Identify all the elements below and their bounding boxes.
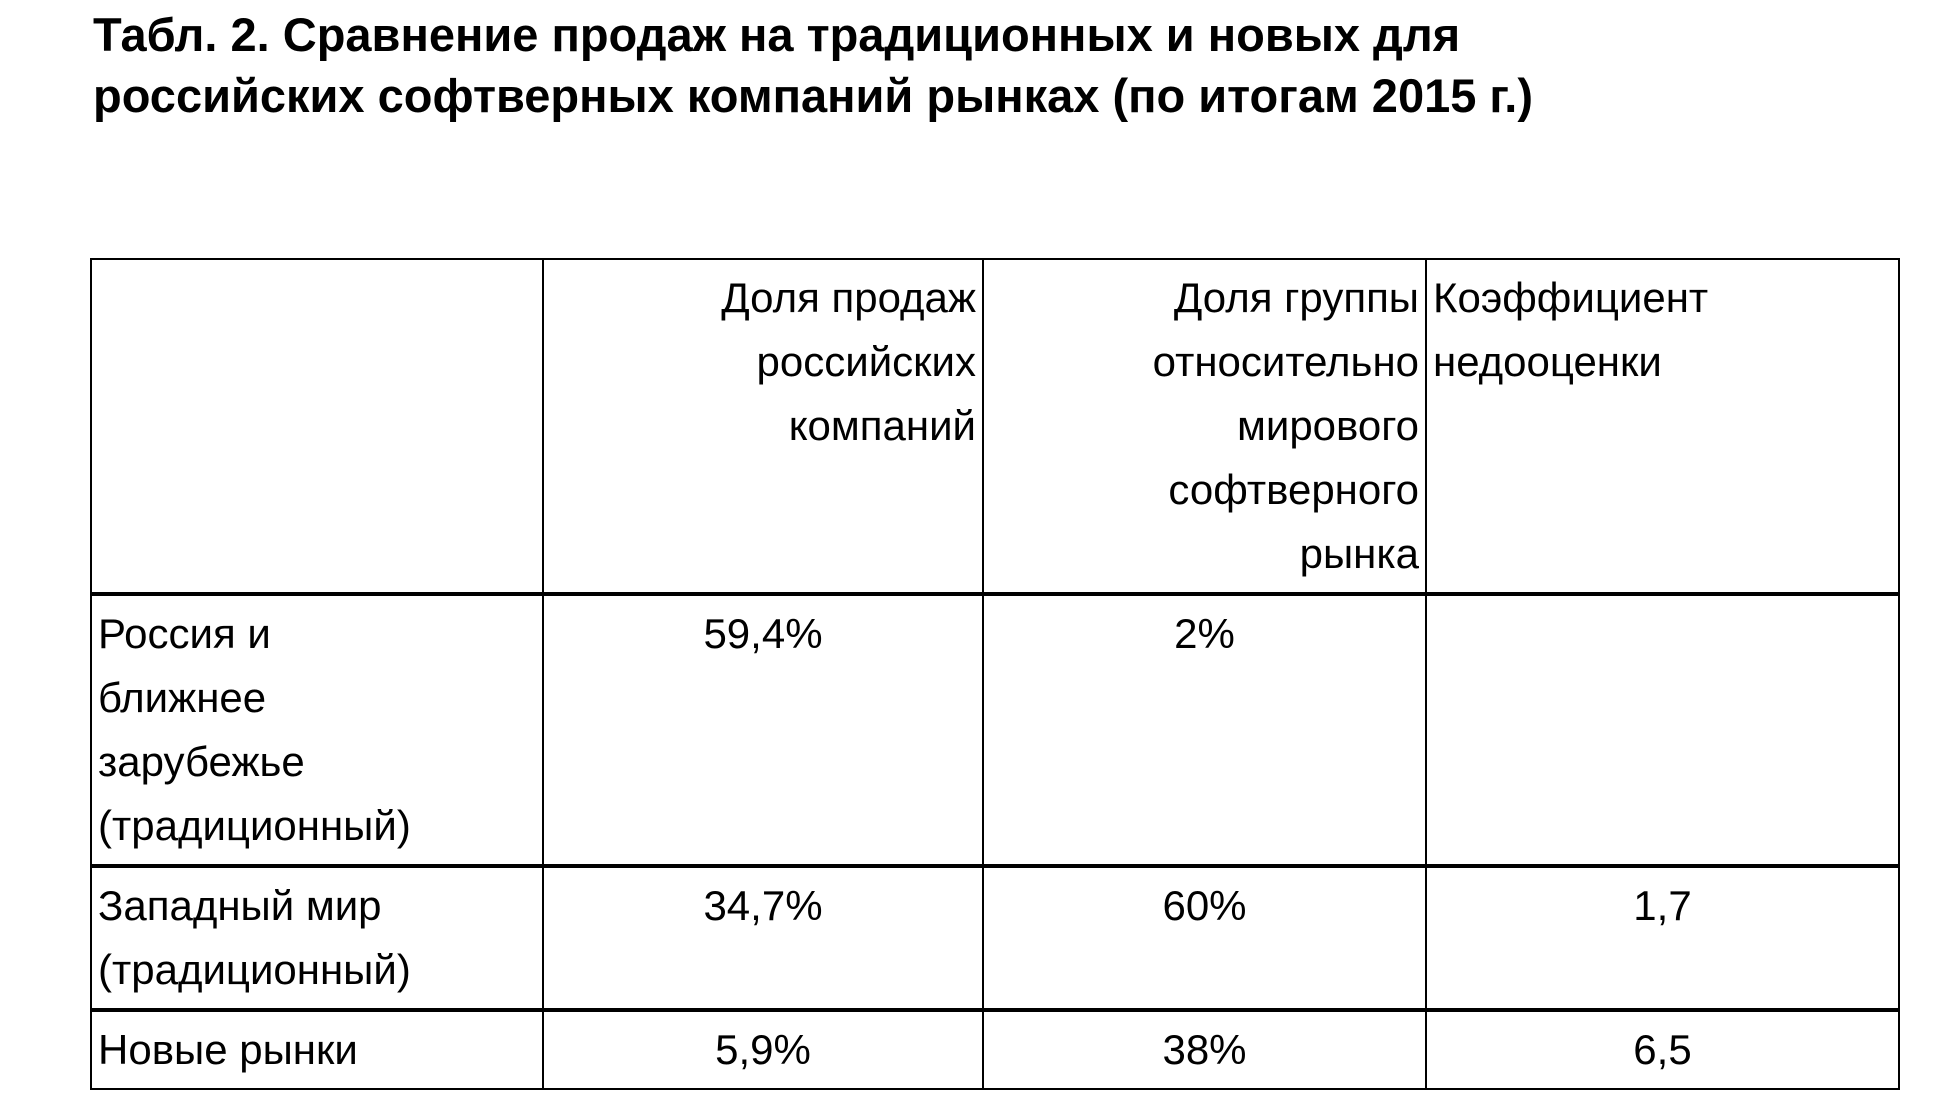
group-share-cell: 2% bbox=[982, 592, 1427, 867]
table-row-new-markets: Новые рынки 5,9% 38% 6,5 bbox=[90, 1008, 1900, 1090]
underestimation-cell: 6,5 bbox=[1425, 1008, 1900, 1090]
comparison-table: Доля продаж российских компаний Доля гру… bbox=[90, 258, 1900, 1090]
header-market-blank bbox=[90, 258, 544, 595]
header-group-share: Доля группы относительно мирового софтве… bbox=[982, 258, 1427, 595]
table-row-western-world: Западный мир (традиционный) 34,7% 60% 1,… bbox=[90, 864, 1900, 1011]
market-cell: Россия и ближнее зарубежье (традиционный… bbox=[90, 592, 544, 867]
table-row-russia-cis: Россия и ближнее зарубежье (традиционный… bbox=[90, 592, 1900, 867]
header-row: Доля продаж российских компаний Доля гру… bbox=[90, 258, 1900, 595]
table-caption: Табл. 2. Сравнение продаж на традиционны… bbox=[93, 8, 1533, 122]
sales-share-cell: 5,9% bbox=[542, 1008, 984, 1090]
header-underestimation-coefficient: Коэффициент недооценки bbox=[1425, 258, 1900, 595]
market-cell: Западный мир (традиционный) bbox=[90, 864, 544, 1011]
group-share-cell: 60% bbox=[982, 864, 1427, 1011]
underestimation-cell bbox=[1425, 592, 1900, 867]
header-sales-share: Доля продаж российских компаний bbox=[542, 258, 984, 595]
market-cell: Новые рынки bbox=[90, 1008, 544, 1090]
group-share-cell: 38% bbox=[982, 1008, 1427, 1090]
sales-share-cell: 34,7% bbox=[542, 864, 984, 1011]
sales-share-cell: 59,4% bbox=[542, 592, 984, 867]
underestimation-cell: 1,7 bbox=[1425, 864, 1900, 1011]
